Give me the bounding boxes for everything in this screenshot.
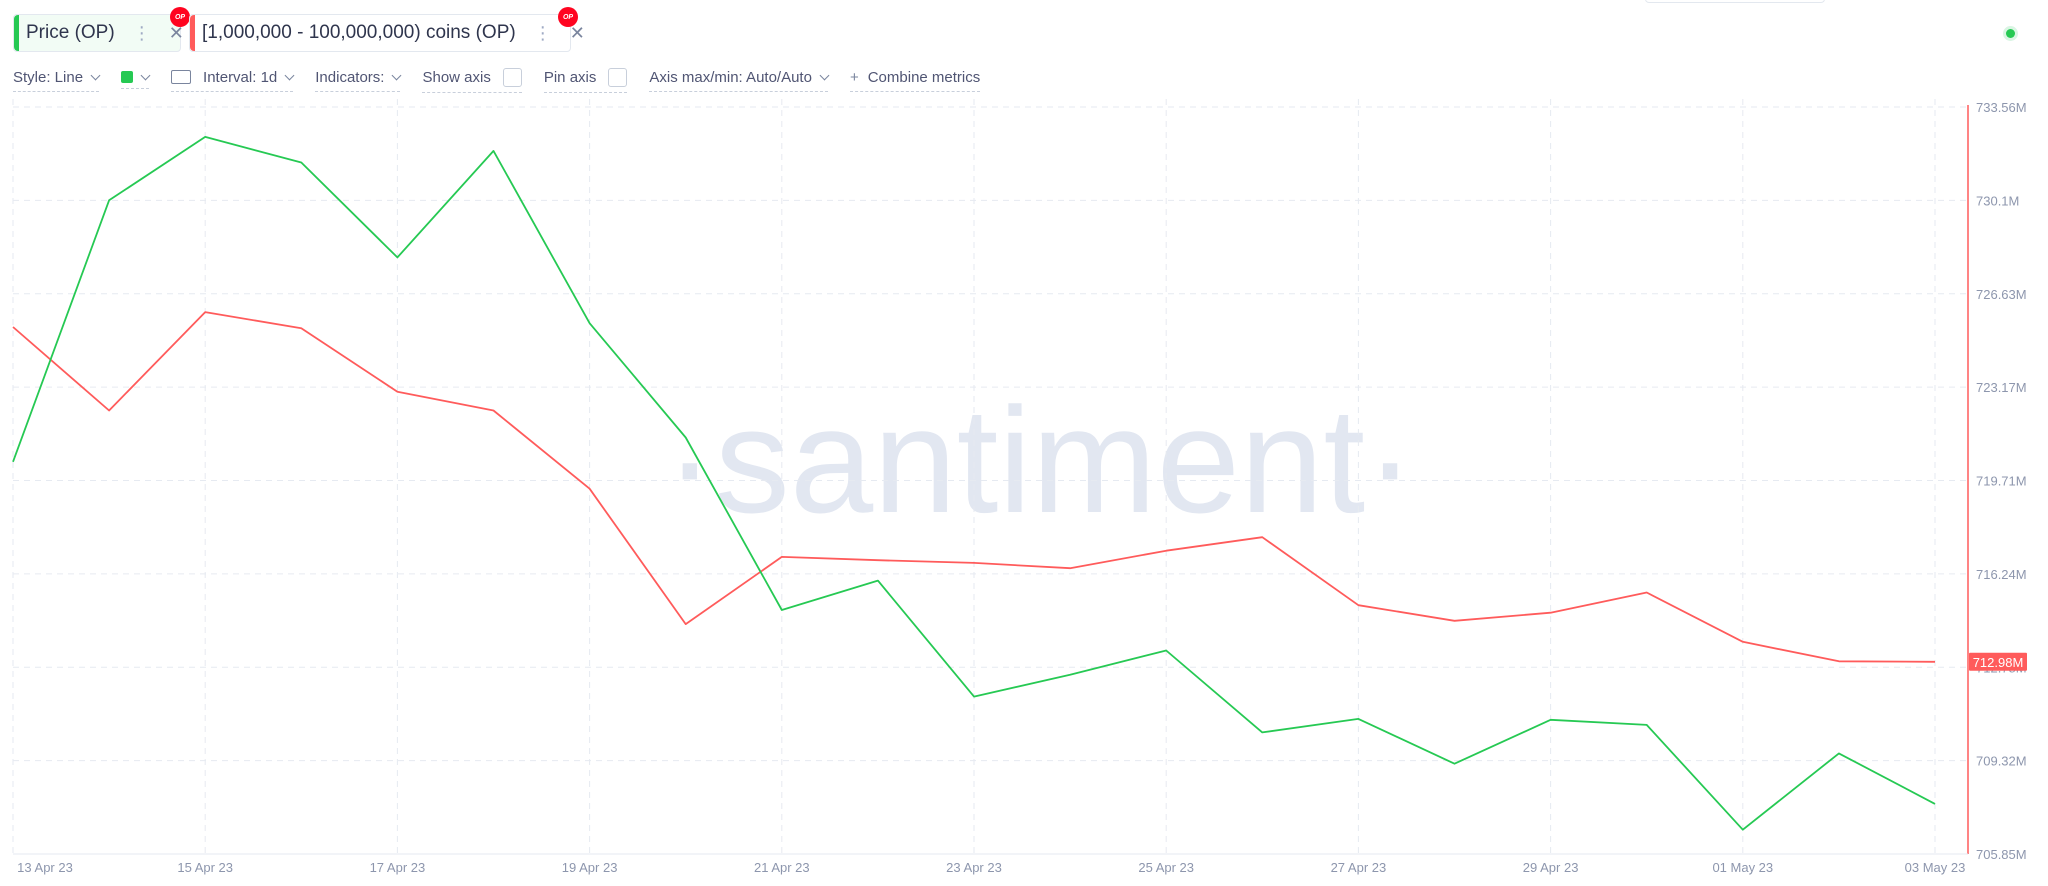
y-tick-label: 705.85M [1976,847,2027,862]
metric-tag-price[interactable]: Price (OP) ⋮ ✕ OP [13,7,190,52]
indicators-label: Indicators: [315,68,385,86]
x-tick-label: 03 May 23 [1905,860,1966,875]
color-picker[interactable] [121,70,151,89]
x-tick-label: 13 Apr 23 [17,860,73,875]
last-value-badge [1969,652,2027,671]
y-tick-label: 733.56M [1976,100,2027,115]
y-tick-label: 730.1M [1976,193,2019,208]
y-tick-label: 726.63M [1976,287,2027,302]
axis-maxmin-label: Axis max/min: Auto/Auto [649,68,812,86]
live-status-icon [2003,26,2018,41]
last-value-label: 712.98M [1973,655,2024,670]
x-tick-label: 29 Apr 23 [1523,860,1579,875]
show-axis-checkbox[interactable] [502,67,522,87]
x-tick-label: 01 May 23 [1712,860,1773,875]
series-line-holders [12,311,1936,663]
metric-tag-holders[interactable]: [1,000,000 - 100,000,000) coins (OP) ⋮ ✕… [189,7,585,52]
kebab-icon[interactable]: ⋮ [533,22,552,43]
close-icon[interactable]: ✕ [569,22,585,43]
axis-maxmin-dropdown[interactable]: Axis max/min: Auto/Auto [649,68,830,92]
style-label: Style: Line [13,68,84,86]
combine-metrics-button[interactable]: + Combine metrics [849,68,981,92]
metric-label: Price (OP) [26,22,115,43]
metric-color-bar [190,15,195,51]
y-tick-label: 709.32M [1976,754,2027,769]
close-icon[interactable]: ✕ [168,22,184,43]
show-axis-label: Show axis [422,68,491,86]
x-tick-label: 19 Apr 23 [562,860,618,875]
pin-axis-checkbox[interactable] [608,67,628,87]
show-axis-toggle[interactable]: Show axis [422,67,522,93]
chart-series [12,135,1936,831]
style-dropdown[interactable]: Style: Line [13,68,101,92]
interval-dropdown[interactable]: Interval: 1d [171,68,295,92]
series-line-price [12,135,1936,831]
ruler-icon [171,70,192,84]
x-tick-label: 21 Apr 23 [754,860,810,875]
pin-axis-toggle[interactable]: Pin axis [543,67,628,93]
color-swatch [121,71,134,83]
pin-axis-label: Pin axis [543,68,597,86]
y-tick-label: 716.24M [1976,567,2027,582]
x-tick-label: 17 Apr 23 [370,860,426,875]
x-tick-label: 25 Apr 23 [1138,860,1194,875]
x-tick-label: 23 Apr 23 [946,860,1002,875]
y-tick-label: 719.71M [1976,474,2027,489]
interval-label: Interval: 1d [203,68,278,86]
indicators-dropdown[interactable]: Indicators: [315,68,402,92]
chart-axes: 733.56M 730.1M 726.63M 723.17M 719.71M 716.24… [13,100,2027,875]
santiment-watermark: ·santiment· [665,376,1415,544]
metric-color-bar [14,15,19,51]
y-tick-label: 723.17M [1976,380,2027,395]
x-tick-label: 15 Apr 23 [177,860,233,875]
metric-label: [1,000,000 - 100,000,000) coins (OP) [202,22,516,43]
op-token-icon: OP [558,7,578,27]
chart-toolbar: Style: Line Interval: 1d Indicators: Sho… [13,64,1002,96]
combine-metrics-label: Combine metrics [867,68,981,86]
op-token-icon: OP [170,7,190,27]
x-tick-label: 27 Apr 23 [1331,860,1387,875]
kebab-icon[interactable]: ⋮ [132,22,151,43]
plus-icon: + [849,68,859,86]
